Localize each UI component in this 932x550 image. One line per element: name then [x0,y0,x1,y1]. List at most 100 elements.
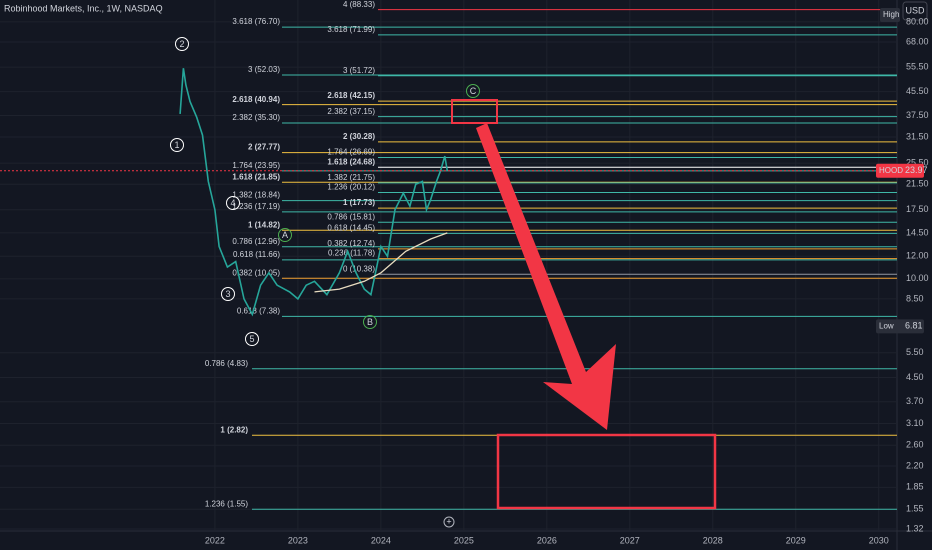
wave-circle [466,84,480,98]
x-tick-label: 2022 [205,535,225,545]
marker-value: 23.97 [905,165,928,175]
y-tick-label: 2.60 [906,440,924,450]
chart-title: Robinhood Markets, Inc., 1W, NASDAQ [4,3,163,13]
wave-label: 2 [179,39,184,49]
marker-name: Low [879,321,894,330]
y-tick-label: 45.50 [906,86,929,96]
fib-label: 1.382 (21.75) [327,173,375,182]
fib-label: 2.382 (35.30) [232,113,280,122]
fib-label: 1.764 (23.95) [232,161,280,170]
wave-circle [221,287,235,301]
fib-label: 1.236 (1.55) [205,499,248,508]
y-tick-label: 1.85 [906,482,924,492]
x-tick-label: 2025 [454,535,474,545]
marker-name: High [883,10,899,19]
fib-label: 2 (30.28) [343,132,375,141]
target-box-small [451,99,498,124]
fib-label: 2.618 (40.94) [232,95,280,104]
y-tick-label: 2.20 [906,460,924,470]
y-tick-label: 3.10 [906,418,924,428]
y-tick-label: 8.50 [906,293,924,303]
fib-label: 1.236 (17.19) [232,202,280,211]
fib-label: 0.786 (12.96) [232,237,280,246]
wave-label: 3 [225,289,230,299]
y-tick-label: 80.00 [906,16,929,26]
fib-label: 1.618 (24.68) [327,157,375,166]
y-tick-label: 21.50 [906,179,929,189]
target-box-large [496,433,717,510]
wave-circle [170,138,184,152]
y-tick-label: 10.00 [906,273,929,283]
fib-label: 1.764 (26.69) [327,148,375,157]
currency[interactable]: USD [905,5,925,15]
fib-label: 3 (51.72) [343,66,375,75]
fib-label: 1.382 (18.84) [232,191,280,200]
currency-button[interactable] [902,1,928,21]
fib-label: 3.618 (71.99) [327,25,375,34]
arrow [476,123,616,430]
x-tick-label: 2026 [537,535,557,545]
x-tick-label: 2023 [288,535,308,545]
wave-circle [363,315,377,329]
fib-label: 3 (52.03) [248,65,280,74]
fib-label: 0.382 (12.74) [327,239,375,248]
fib-label: 1.236 (20.12) [327,183,375,192]
fib-label: 2 (27.77) [248,143,280,152]
wave-circle [278,228,292,242]
fib-label: 0.786 (15.81) [327,212,375,221]
fib-label: 0.382 (10.05) [232,268,280,277]
wave-label: 5 [249,334,254,344]
wave-label: B [367,317,373,327]
wave-circle [245,332,259,346]
y-tick-label: 55.50 [906,61,929,71]
y-tick-label: 12.00 [906,251,929,261]
wave-label: A [282,230,288,240]
fib-label: 0.786 (4.83) [205,359,248,368]
fib-label: 1 (2.82) [220,425,248,434]
marker-value: 6.81 [905,321,923,331]
fib-label: 1.618 (21.85) [232,172,280,181]
x-tick-label: 2030 [869,535,889,545]
y-tick-label: 68.00 [906,36,929,46]
fib-label: 0.618 (7.38) [237,306,280,315]
y-tick-label: 31.50 [906,131,929,141]
wave-circle [226,196,240,210]
fib-label: 2.618 (42.15) [327,91,375,100]
y-tick-label: 1.55 [906,504,924,514]
x-tick-label: 2024 [371,535,391,545]
y-tick-label: 4.50 [906,372,924,382]
fib-label: 3.618 (76.70) [232,17,280,26]
fib-label: 4 (88.33) [343,0,375,9]
wave-circle [175,37,189,51]
y-tick-label: 17.50 [906,204,929,214]
price-line [179,68,449,317]
marker-box [876,319,924,334]
y-tick-label: 3.70 [906,396,924,406]
y-tick-label: 1.32 [906,523,924,533]
y-tick-label: 14.50 [906,227,929,237]
fib-label: 1 (17.73) [343,198,375,207]
fib-label: 0 (10.38) [343,264,375,273]
fib-label: 0.618 (14.45) [327,223,375,232]
add-icon[interactable]: + [446,516,451,526]
wave-label: C [470,86,477,96]
y-tick-label: 5.50 [906,347,924,357]
marker-box [876,163,924,178]
wave-label: 4 [230,198,235,208]
marker-box [880,7,900,22]
x-tick-label: 2029 [786,535,806,545]
marker-name: HOOD [879,166,903,175]
x-tick-label: 2028 [703,535,723,545]
price-line [314,232,448,293]
add-button[interactable] [443,516,455,528]
x-tick-label: 2027 [620,535,640,545]
y-tick-label: 37.50 [906,110,929,120]
fib-label: 1 (14.82) [248,220,280,229]
y-tick-label: 25.50 [906,158,929,168]
fib-label: 0.236 (11.78) [328,249,375,258]
fib-label: 0.618 (11.66) [233,250,280,259]
fib-label: 2.382 (37.15) [327,107,375,116]
wave-label: 1 [174,140,179,150]
